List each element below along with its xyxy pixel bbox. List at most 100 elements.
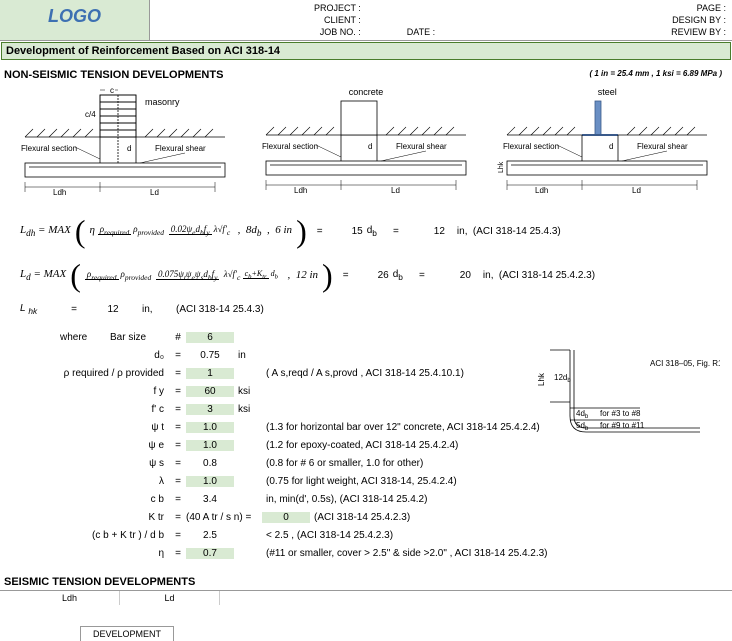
section1-text: NON-SEISMIC TENSION DEVELOPMENTS [4,69,223,81]
meta-reviewby: REVIEW BY : [589,26,726,38]
note-eta: (#11 or smaller, cover > 2.5" & side >2.… [262,548,548,559]
formula-Ldh: Ldh = MAX ( η ρrequiredρprovided 0.02ψed… [0,209,732,253]
lbl-barsize: Bar size [110,332,170,343]
logo: LOGO [0,0,150,40]
f1-r1u: db [367,225,377,238]
svg-text:Ld: Ld [632,186,641,195]
svg-text:Ldh: Ldh [53,188,66,197]
Lhk-eq: = [64,304,84,315]
val-psie[interactable]: 1.0 [186,440,234,451]
side-figure-svg: Lhk 12db 4db for #3 to #8 5db for #9 to … [530,346,720,446]
row-lambda: λ = 1.0 (0.75 for light weight, ACI 318-… [60,472,732,490]
meta-project: PROJECT : [156,2,361,14]
f2-eq: = [337,270,355,281]
f1-eq2: = [381,226,411,237]
diagram-steel: steel d Flexural sect [497,87,717,197]
lbl-lambda: λ [60,476,170,487]
diagram-steel-svg: d Flexural section Flexural shear Lhk Ld… [497,97,717,195]
f2-r1: 26 [359,270,389,281]
f1-lhs: Ldh = MAX [20,224,71,238]
val-barsize[interactable]: 6 [186,332,234,343]
f2-ref: (ACI 318-14 25.4.2.3) [499,270,595,281]
where-label: where [60,332,110,343]
f1-r2u: in, [449,226,469,237]
note-lambda: (0.75 for light weight, ACI 318-14, 25.4… [262,476,457,487]
f1-frac: η ρrequiredρprovided 0.02ψedbfyλ√f'c , 8… [89,224,292,238]
val-psit[interactable]: 1.0 [186,422,234,433]
svg-text:Ld: Ld [391,186,400,195]
diag-c-label: steel [497,87,717,97]
row-cb: c b = 3.4 in, min(d', 0.5s), (ACI 318-14… [60,490,732,508]
Lhk-ref: (ACI 318-14 25.4.3) [176,304,264,315]
paren-close-icon: ) [322,265,333,285]
svg-text:Ld: Ld [150,188,159,197]
row-eta: η = 0.7 (#11 or smaller, cover > 2.5" & … [60,544,732,562]
row-psis: ψ s = 0.8 (0.8 for # 6 or smaller, 1.0 f… [60,454,732,472]
note-cbktr: < 2.5 , (ACI 318-14 25.4.2.3) [262,530,393,541]
diagram-masonry-svg: c masonry c/4 d Flexural section Flexura… [15,87,235,197]
val-db: 0.75 [186,350,234,361]
lbl-cbktr: (c b + K tr ) / d b [60,530,170,541]
lbl-eta: η [60,548,170,559]
row-cbktr: (c b + K tr ) / d b = 2.5 < 2.5 , (ACI 3… [60,526,732,544]
diagram-concrete: concrete d Flexural section [256,87,476,197]
lbl-db: d₀ [60,350,170,361]
val-lambda[interactable]: 1.0 [186,476,234,487]
paren-open-icon: ( [75,221,86,241]
title-bar: Development of Reinforcement Based on AC… [1,42,731,60]
Lhk-row: L hk = 12 in, (ACI 318-14 25.4.3) [0,297,732,328]
sub-dimension-row: Ldh Ld [0,590,732,605]
svg-text:d: d [127,144,131,153]
pre-ktr: (40 A tr / s n) = [186,512,262,523]
meta-jobno: JOB NO. : [156,26,361,38]
svg-text:masonry: masonry [145,97,180,107]
header: LOGO PROJECT : CLIENT : JOB NO. : DATE :… [0,0,732,41]
val-psis: 0.8 [186,458,234,469]
Lhk-unit: in, [142,304,172,315]
val-fy[interactable]: 60 [186,386,234,397]
val-rho[interactable]: 1 [186,368,234,379]
svg-text:for #3 to #8: for #3 to #8 [600,409,641,418]
f2-r1u: db [393,269,403,282]
val-ktr[interactable]: 0 [262,512,310,523]
lbl-fc: f' c [60,404,170,415]
paren-close-icon: ) [296,221,307,241]
diagram-masonry: c masonry c/4 d Flexural section Flexura… [15,87,235,197]
svg-text:Lhk: Lhk [537,372,546,386]
section2-title: SEISMIC TENSION DEVELOPMENTS [0,562,732,590]
side-figure: Lhk 12db 4db for #3 to #8 5db for #9 to … [530,346,720,446]
val-fc[interactable]: 3 [186,404,234,415]
note-rho: ( A s,reqd / A s,provd , ACI 318-14 25.4… [262,368,464,379]
meta-right: PAGE : DESIGN BY : REVIEW BY : [583,0,732,40]
lbl-rho: ρ required / ρ provided [60,368,170,379]
lbl-fy: f y [60,386,170,397]
svg-text:d: d [609,142,613,151]
row-barsize: where Bar size # 6 [60,328,732,346]
section1-title: NON-SEISMIC TENSION DEVELOPMENTS ( 1 in … [0,61,732,83]
meta-designby: DESIGN BY : [589,14,726,26]
meta-left: PROJECT : CLIENT : JOB NO. : [150,0,367,40]
val-cb: 3.4 [186,494,234,505]
svg-text:Ldh: Ldh [535,186,548,195]
Lhk-lhs: L hk [20,303,60,316]
f2-frac: ρrequiredρprovided 0.075ψtψeψsdbfy λ√f'c… [85,269,318,282]
f1-r1: 15 [333,226,363,237]
meta-client: CLIENT : [156,14,361,26]
Lhk-val: 12 [88,304,138,315]
sheet-tab[interactable]: DEVELOPMENT [80,626,174,641]
diagram-concrete-svg: d Flexural section Flexural shear Ldh Ld [256,97,476,195]
svg-text:4db: 4db [576,409,589,420]
lbl-cb: c b [60,494,170,505]
unit-fc: ksi [234,404,262,415]
svg-text:c/4: c/4 [85,110,96,119]
units-note: ( 1 in = 25.4 mm , 1 ksi = 6.89 MPa ) [589,69,728,78]
unit-db: in [234,350,262,361]
svg-text:12db: 12db [554,373,571,384]
f2-r2: 20 [441,270,471,281]
formula-Ld: Ld = MAX ( ρrequiredρprovided 0.075ψtψeψ… [0,253,732,297]
note-cb: in, min(d', 0.5s), (ACI 318-14 25.4.2) [262,494,427,505]
svg-text:c: c [110,87,114,95]
val-eta[interactable]: 0.7 [186,548,234,559]
f1-eq: = [311,226,329,237]
paren-open-icon: ( [70,265,81,285]
